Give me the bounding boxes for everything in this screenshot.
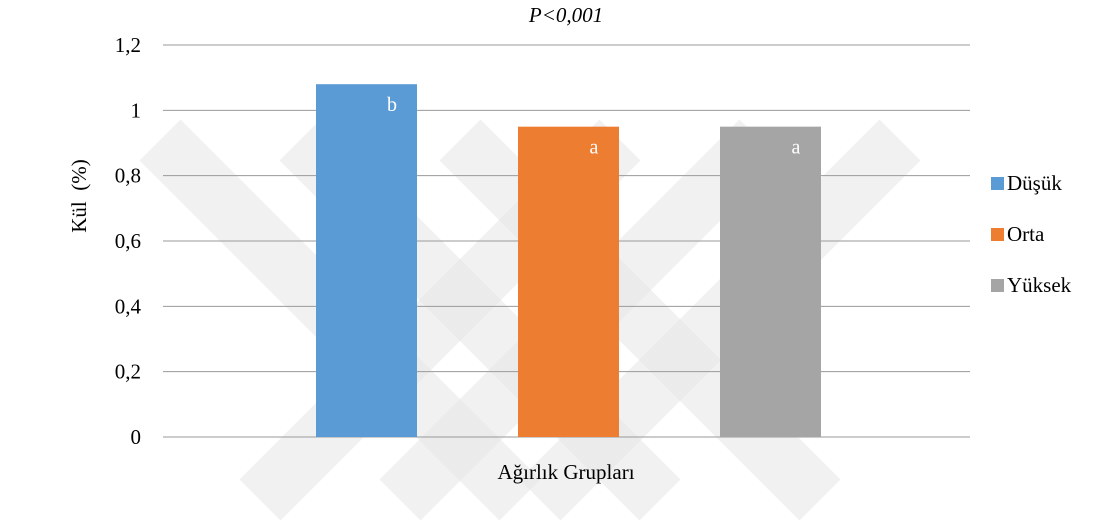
bar-data-label: b xyxy=(387,94,397,116)
y-tick-label: 0,6 xyxy=(115,229,141,253)
y-axis-ticks: 0 0,2 0,4 0,6 0,8 1 1,2 xyxy=(115,33,142,449)
bar-düşük xyxy=(316,84,417,437)
bar-labels: b a a xyxy=(387,94,801,158)
y-tick-label: 0,4 xyxy=(115,294,142,318)
y-tick-label: 1 xyxy=(131,98,142,122)
y-axis-title: Kül (%) xyxy=(67,159,91,232)
bar-data-label: a xyxy=(590,137,599,159)
legend-swatch xyxy=(991,177,1004,190)
y-tick-label: 1,2 xyxy=(115,33,141,57)
legend-swatch xyxy=(991,279,1004,292)
bar-data-label: a xyxy=(792,137,801,159)
bars xyxy=(316,84,821,438)
bar-orta xyxy=(518,126,619,438)
bar-yüksek xyxy=(720,126,821,438)
y-tick-label: 0,8 xyxy=(115,164,141,188)
y-tick-label: 0 xyxy=(131,425,142,449)
x-axis-title: Ağırlık Grupları xyxy=(497,460,634,484)
legend-label: Düşük xyxy=(1007,171,1062,195)
legend-swatch xyxy=(991,228,1004,241)
legend: Düşük Orta Yüksek xyxy=(991,171,1072,297)
legend-label: Orta xyxy=(1007,222,1045,246)
y-tick-label: 0,2 xyxy=(115,360,141,384)
legend-label: Yüksek xyxy=(1007,273,1072,297)
chart-title: P<0,001 xyxy=(528,3,603,27)
